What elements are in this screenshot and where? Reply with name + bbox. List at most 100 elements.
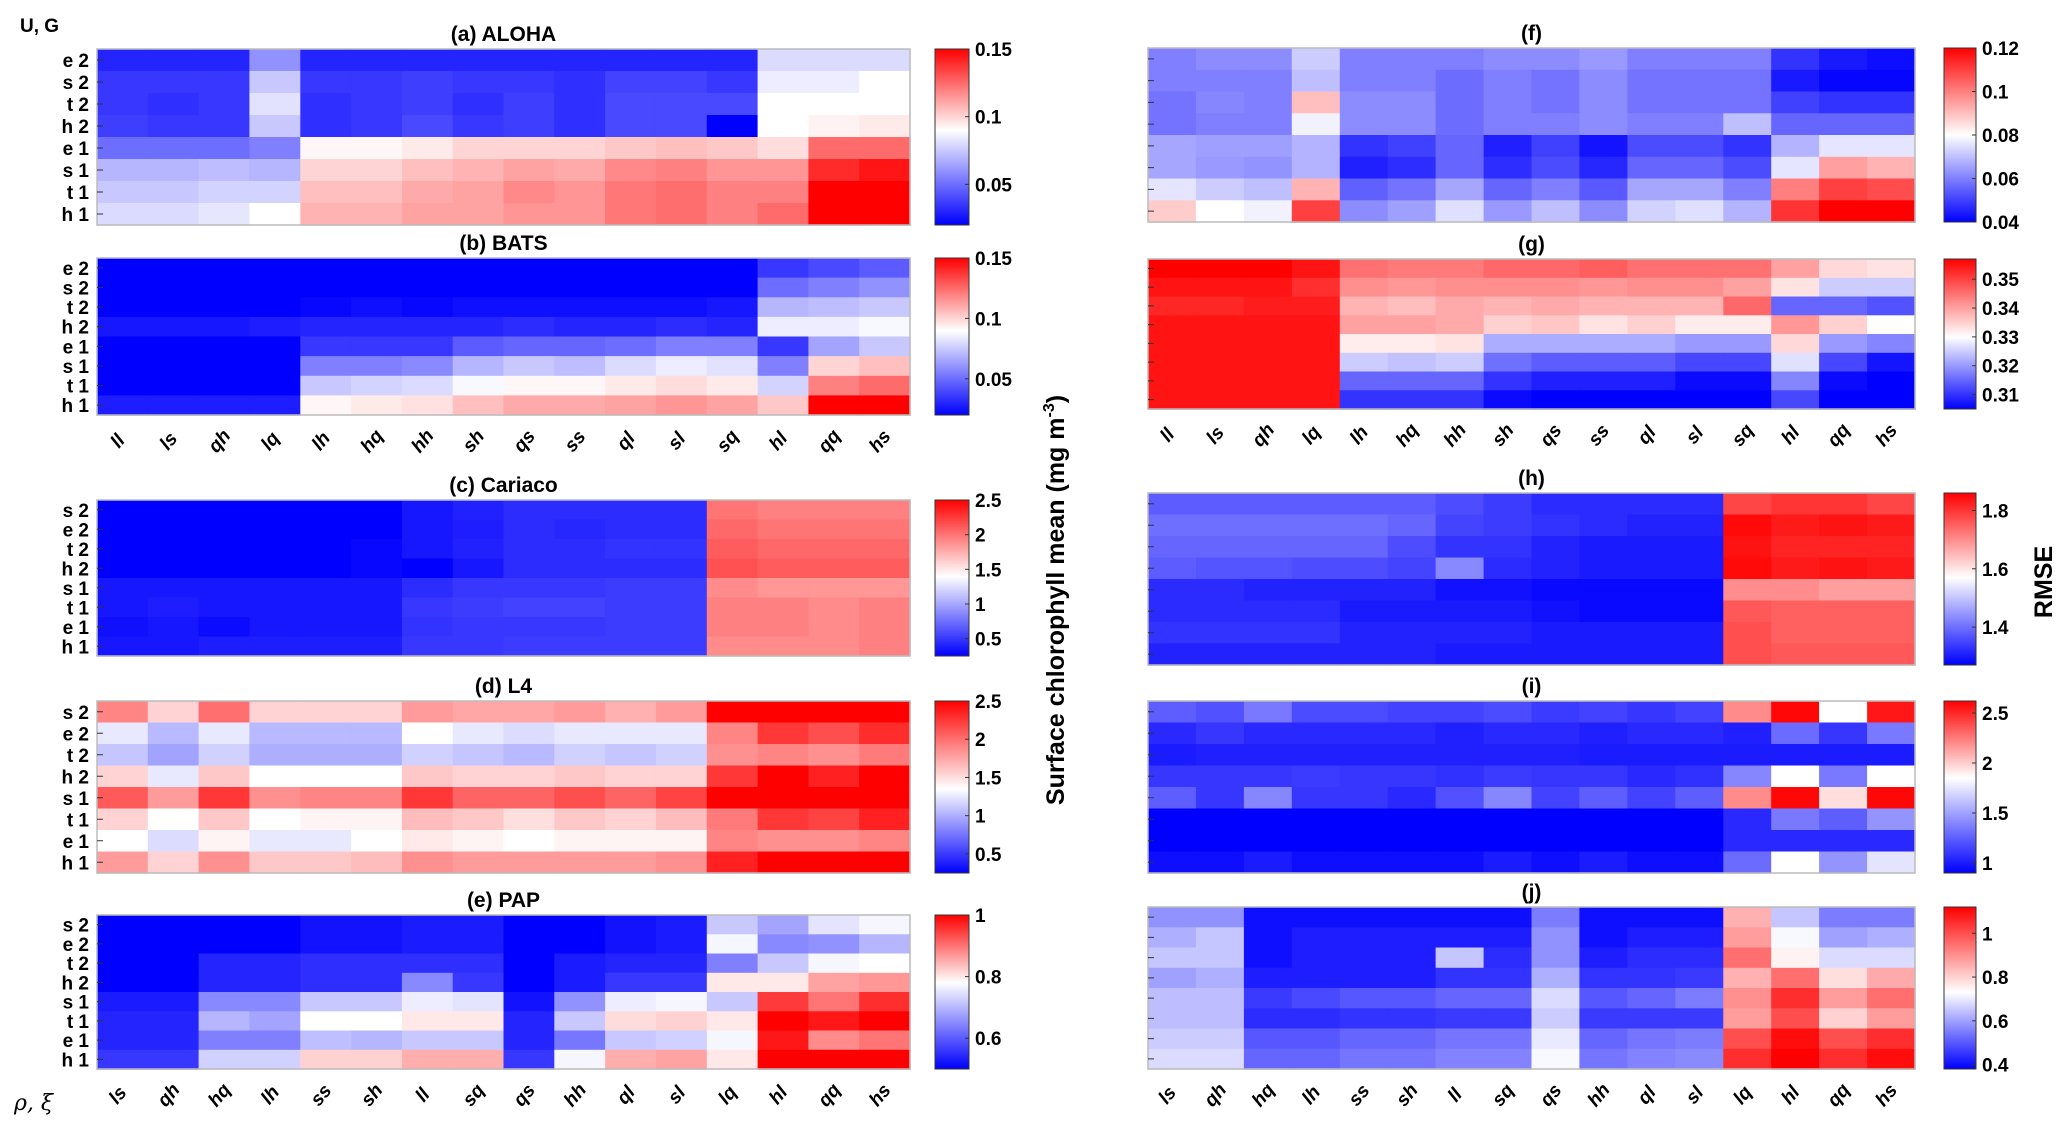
row-label: h 2	[62, 973, 89, 994]
heatmap-cell	[1291, 156, 1341, 180]
heatmap-cell	[655, 277, 708, 298]
heatmap-cell	[1771, 493, 1820, 516]
heatmap-cell	[1723, 1048, 1772, 1070]
heatmap-cell	[1291, 334, 1341, 354]
heatmap-cell	[1387, 91, 1437, 114]
heatmap-cell	[198, 539, 250, 560]
heatmap-cell	[1867, 600, 1916, 623]
heatmap-cell	[351, 159, 403, 182]
heatmap-cell	[1867, 927, 1916, 949]
heatmap-cell	[452, 578, 505, 599]
heatmap-cell	[249, 722, 301, 745]
heatmap-cell	[300, 49, 352, 72]
column-label: qs	[510, 426, 540, 456]
heatmap-cell	[1195, 352, 1245, 373]
heatmap-cell	[1195, 259, 1245, 279]
heatmap-cell	[859, 375, 911, 396]
heatmap-cell	[147, 93, 200, 116]
heatmap-cell	[859, 787, 911, 810]
heatmap-cell	[554, 992, 606, 1012]
heatmap-cell	[401, 500, 454, 521]
heatmap-cell	[1771, 830, 1820, 853]
heatmap-cell	[1195, 947, 1245, 969]
heatmap-cell	[1243, 135, 1293, 158]
heatmap-cell	[1435, 808, 1485, 831]
heatmap-cell	[401, 578, 454, 599]
heatmap-cell	[1339, 156, 1389, 180]
heatmap-cell	[147, 617, 200, 638]
heatmap-cell	[1339, 967, 1389, 989]
heatmap-cell	[757, 1049, 809, 1070]
column-label: ss	[307, 1081, 337, 1111]
heatmap-cell	[1339, 493, 1389, 516]
heatmap-cell	[1531, 851, 1580, 874]
heatmap-cell	[1819, 927, 1868, 949]
heatmap-cell	[198, 115, 250, 138]
heatmap-cell	[503, 519, 555, 540]
heatmap-cell	[808, 578, 860, 599]
heatmap-cell	[401, 851, 454, 874]
heatmap-cell	[859, 316, 911, 338]
heatmap-cell	[1339, 600, 1389, 623]
heatmap-cell	[1675, 493, 1724, 516]
heatmap-cell	[401, 181, 454, 204]
heatmap-cell	[249, 992, 301, 1012]
column-label: ss	[1584, 421, 1614, 451]
heatmap-cell	[97, 617, 149, 638]
heatmap-cell	[1339, 259, 1389, 279]
heatmap-cell	[1339, 722, 1389, 745]
heatmap-cell	[147, 316, 200, 338]
colorbar-tick-label: 0.34	[1982, 299, 2019, 320]
heatmap-panel: (c) Cariaco s 2e 2t 2h 2s 1t 1e 1h 1 0.5 1 1…	[62, 474, 1002, 658]
heatmap-cell	[249, 316, 301, 338]
heatmap-cell	[1483, 947, 1533, 969]
heatmap-cell	[655, 722, 708, 745]
heatmap-cell	[605, 539, 657, 560]
heatmap-cell	[249, 356, 301, 377]
heatmap-cell	[655, 765, 708, 788]
heatmap-cell	[147, 297, 200, 318]
heatmap-cell	[554, 558, 606, 579]
heatmap-cell	[1675, 579, 1724, 602]
heatmap-cell	[1627, 808, 1676, 831]
heatmap-cell	[1867, 1008, 1916, 1030]
heatmap-cell	[452, 953, 505, 974]
heatmap-cell	[1627, 200, 1676, 223]
heatmap-cell	[1291, 178, 1341, 201]
column-label: lq	[1298, 422, 1325, 449]
heatmap-cell	[503, 49, 555, 72]
heatmap-cell	[1675, 536, 1724, 559]
heatmap-cell	[147, 181, 200, 204]
heatmap-cell	[1627, 787, 1676, 810]
heatmap-cell	[757, 701, 809, 724]
heatmap-cell	[1627, 277, 1676, 298]
heatmap-cell	[1195, 493, 1245, 516]
heatmap-cell	[1243, 259, 1293, 279]
heatmap-cell	[1483, 557, 1533, 580]
heatmap-cell	[1148, 1048, 1197, 1070]
heatmap-cell	[198, 1049, 250, 1070]
heatmap-cell	[97, 258, 149, 279]
heatmap-cell	[554, 395, 606, 416]
heatmap-cell	[706, 636, 759, 657]
heatmap-cell	[300, 578, 352, 599]
heatmap-cell	[554, 159, 606, 182]
heatmap-cell	[1531, 927, 1580, 949]
colorbar	[1943, 258, 1977, 410]
heatmap-cell	[503, 93, 555, 116]
heatmap-cell	[401, 972, 454, 993]
heatmap-cell	[554, 1011, 606, 1032]
heatmap-cell	[859, 277, 911, 298]
heatmap-cell	[554, 744, 606, 767]
heatmap-cell	[706, 992, 759, 1012]
heatmap-cell	[1148, 48, 1197, 71]
heatmap-cell	[1148, 701, 1197, 724]
heatmap-cell	[1579, 390, 1628, 410]
heatmap-cell	[1675, 988, 1724, 1009]
heatmap-cell	[1435, 744, 1485, 767]
heatmap-cell	[859, 203, 911, 226]
heatmap-cell	[757, 258, 809, 279]
heatmap-cell	[859, 701, 911, 724]
heatmap-cell	[808, 722, 860, 745]
heatmap-cell	[1339, 1048, 1389, 1070]
